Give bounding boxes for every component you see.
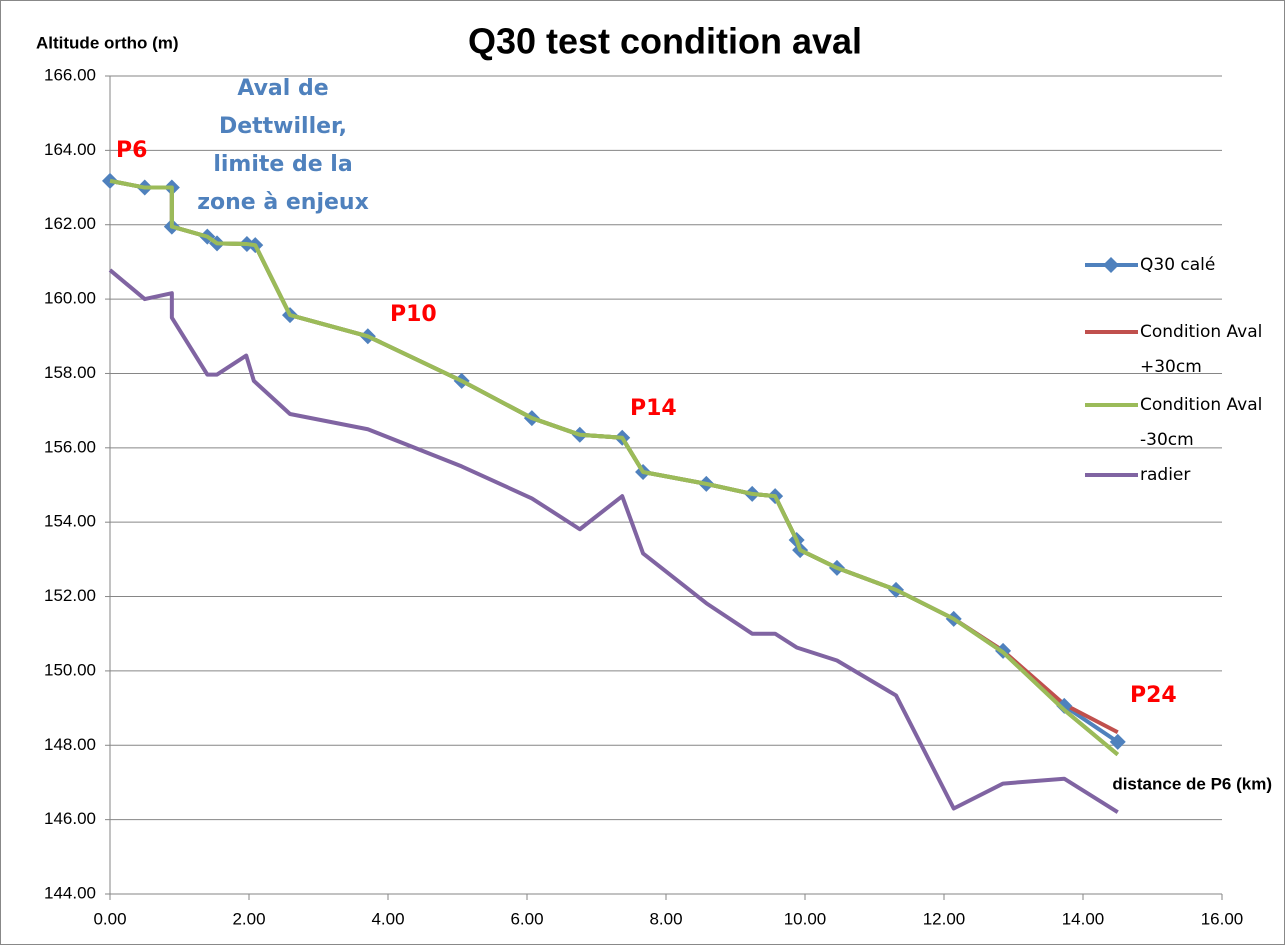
y-tick-label: 146.00 bbox=[44, 809, 96, 828]
x-tick-label: 8.00 bbox=[649, 909, 682, 928]
y-tick-label: 160.00 bbox=[44, 289, 96, 308]
marker bbox=[1109, 733, 1126, 750]
series-line bbox=[108, 268, 1119, 814]
legend-label: Condition Aval +30cm bbox=[1140, 322, 1263, 377]
y-tick-label: 156.00 bbox=[44, 437, 96, 456]
annotation: Aval de Dettwiller, limite de la zone à … bbox=[197, 76, 369, 215]
chart-title: Q30 test condition aval bbox=[468, 21, 862, 62]
y-tick-label: 144.00 bbox=[44, 883, 96, 902]
x-tick-label: 4.00 bbox=[371, 909, 404, 928]
x-tick-label: 10.00 bbox=[784, 909, 827, 928]
x-tick-label: 2.00 bbox=[232, 909, 265, 928]
y-tick-label: 148.00 bbox=[44, 735, 96, 754]
x-tick-label: 6.00 bbox=[510, 909, 543, 928]
legend-label: Q30 calé bbox=[1140, 255, 1216, 275]
y-tick-label: 164.00 bbox=[44, 140, 96, 159]
legend-marker bbox=[1103, 257, 1119, 273]
annotation: P6 bbox=[116, 138, 148, 163]
x-tick-label: 0.00 bbox=[93, 909, 126, 928]
legend-label: radier bbox=[1140, 465, 1191, 485]
y-axis-title: Altitude ortho (m) bbox=[36, 33, 179, 52]
y-tick-label: 166.00 bbox=[44, 65, 96, 84]
series-line-overlay bbox=[109, 178, 1120, 757]
marker bbox=[1056, 697, 1073, 714]
y-tick-label: 150.00 bbox=[44, 660, 96, 679]
x-tick-label: 16.00 bbox=[1201, 909, 1244, 928]
y-tick-label: 152.00 bbox=[44, 586, 96, 605]
annotation: P24 bbox=[1130, 683, 1177, 708]
legend-label: Condition Aval -30cm bbox=[1140, 395, 1263, 450]
x-axis-title: distance de P6 (km) bbox=[1112, 774, 1272, 793]
annotation: P10 bbox=[390, 302, 437, 327]
y-tick-label: 158.00 bbox=[44, 363, 96, 382]
x-tick-label: 12.00 bbox=[923, 909, 966, 928]
x-tick-label: 14.00 bbox=[1062, 909, 1105, 928]
annotation: P14 bbox=[630, 396, 677, 421]
y-tick-label: 162.00 bbox=[44, 214, 96, 233]
y-tick-label: 154.00 bbox=[44, 512, 96, 531]
